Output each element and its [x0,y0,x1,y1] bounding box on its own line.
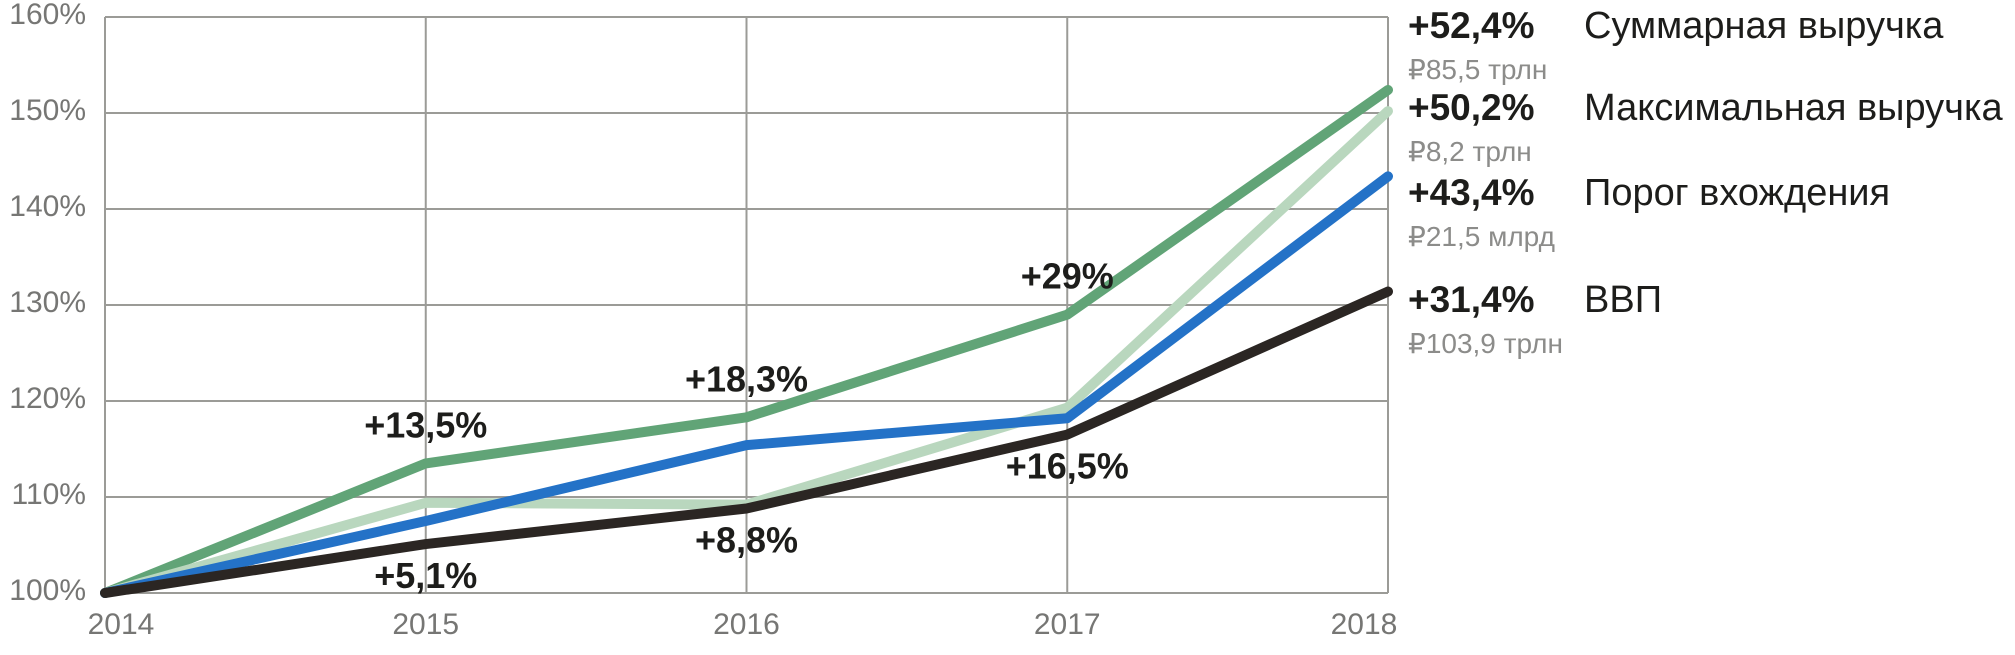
x-axis-tick-label: 2016 [713,608,780,641]
x-axis-tick-label: 2018 [1331,608,1398,641]
y-axis-tick-label: 120% [9,382,86,415]
data-label: +13,5% [364,404,487,445]
legend-change-value: +50,2% [1408,87,1535,128]
chart-legend: +52,4% Суммарная выручка ₽85,5 трлн +50,… [1400,0,2015,655]
data-label: +5,1% [374,555,477,596]
legend-change-value: +43,4% [1408,172,1535,213]
legend-series-name: ВВП [1584,279,1663,321]
data-label: +16,5% [1006,446,1129,487]
series-line-0 [100,84,1393,598]
legend-series-name: Порог вхождения [1584,172,1891,214]
series-line-3 [100,286,1393,598]
legend-change-value: +31,4% [1408,279,1535,320]
data-label: +29% [1021,256,1114,297]
legend-amount: ₽21,5 млрд [1408,220,1555,252]
y-axis-tick-label: 160% [9,0,86,31]
y-axis-tick-label: 140% [9,190,86,223]
data-label: +18,3% [685,358,808,399]
x-axis-tick-label: 2015 [392,608,459,641]
legend-item-gdp: +31,4% ВВП ₽103,9 трлн [1408,279,1663,359]
y-axis-tick-label: 130% [9,286,86,319]
y-axis-tick-label: 110% [11,478,86,511]
legend-series-name: Суммарная выручка [1584,5,1944,47]
legend-amount: ₽103,9 трлн [1408,327,1563,359]
x-axis-tick-label: 2014 [88,608,155,641]
legend-item-summary-revenue: +52,4% Суммарная выручка ₽85,5 трлн [1408,5,1944,85]
legend-amount: ₽85,5 трлн [1408,53,1548,85]
legend-item-entry-threshold: +43,4% Порог вхождения ₽21,5 млрд [1408,172,1891,252]
legend-item-max-revenue: +50,2% Максимальная выручка ₽8,2 трлн [1408,87,2003,167]
y-axis-tick-label: 150% [9,94,86,127]
series-line-2 [100,171,1393,598]
x-axis-tick-label: 2017 [1034,608,1101,641]
data-label: +8,8% [695,520,798,561]
legend-amount: ₽8,2 трлн [1408,135,1532,167]
legend-change-value: +52,4% [1408,5,1535,46]
y-axis-tick-label: 100% [9,574,86,607]
legend-series-name: Максимальная выручка [1584,87,2003,129]
